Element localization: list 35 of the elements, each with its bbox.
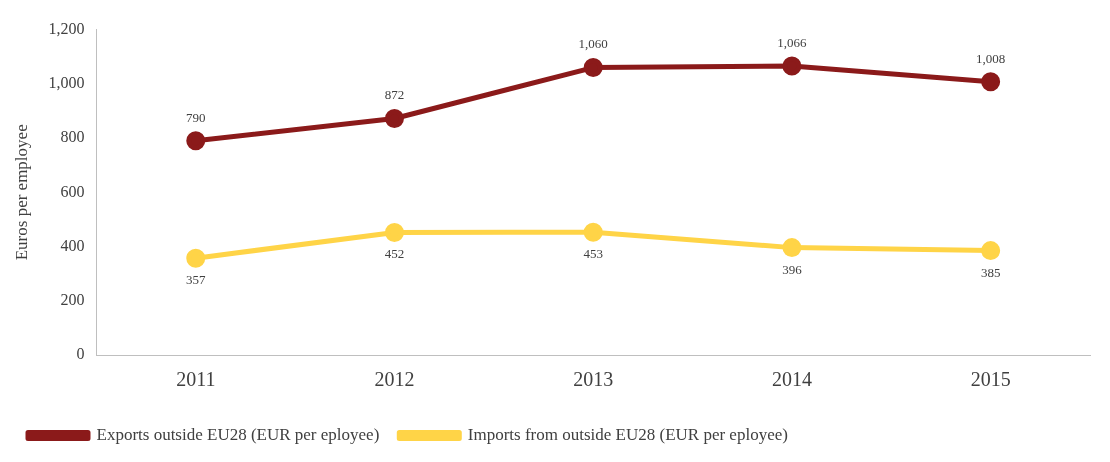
data-label: 872: [384, 87, 405, 103]
y-tick-label: 400: [60, 236, 85, 254]
data-label: 396: [782, 261, 803, 277]
data-label: 357: [186, 272, 207, 288]
point: [384, 222, 404, 242]
legend-label: Imports from outside EU28 (EUR per eployee): [467, 424, 788, 444]
point: [583, 222, 603, 242]
y-tick-label: 800: [60, 128, 85, 146]
data-label: 453: [583, 246, 603, 262]
y-tick-label: 200: [60, 290, 85, 308]
y-tick-label: 1,000: [48, 74, 85, 92]
data-label: 385: [980, 264, 1001, 280]
point: [186, 131, 206, 151]
point: [981, 72, 1001, 92]
point: [583, 58, 603, 78]
x-tick-label: 2013: [573, 368, 614, 391]
y-tick-label: 600: [60, 182, 85, 200]
point: [782, 56, 802, 76]
x-tick-label: 2012: [374, 368, 415, 391]
x-tick-label: 2011: [176, 368, 216, 391]
data-label: 452: [384, 246, 405, 262]
data-label: 1,060: [578, 36, 608, 52]
x-tick-label: 2015: [970, 368, 1011, 391]
y-axis-title: Euros per employee: [11, 124, 31, 261]
point: [384, 109, 404, 129]
point: [782, 238, 802, 258]
data-label: 790: [186, 109, 206, 125]
data-label: 1,008: [976, 50, 1006, 66]
data-label: 1,066: [777, 34, 808, 50]
y-tick-label: 1,200: [48, 19, 85, 37]
point: [981, 241, 1001, 261]
y-tick-label: 0: [76, 345, 85, 363]
point: [186, 248, 206, 268]
x-tick-label: 2014: [771, 368, 812, 391]
legend-label: Exports outside EU28 (EUR per eployee): [96, 424, 380, 444]
